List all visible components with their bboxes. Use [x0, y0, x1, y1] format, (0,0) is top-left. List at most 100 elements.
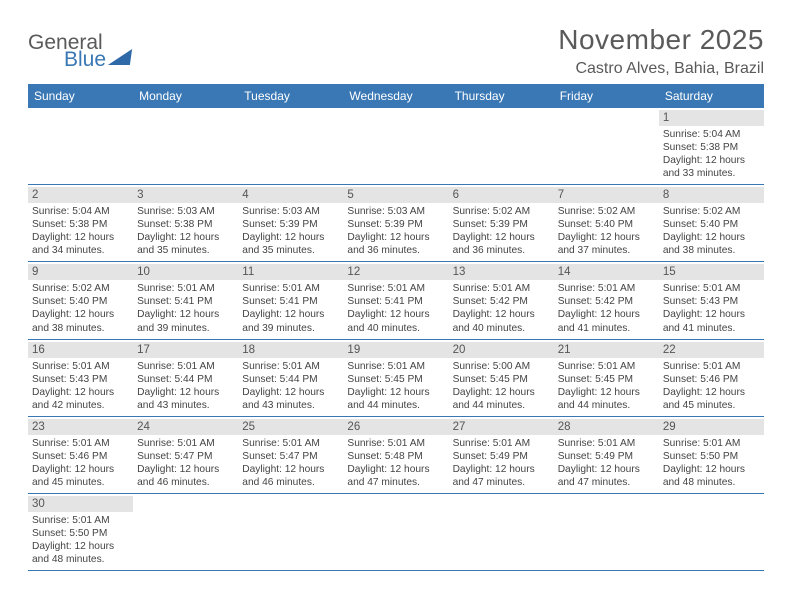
calendar-cell: 30Sunrise: 5:01 AMSunset: 5:50 PMDayligh… — [28, 493, 133, 570]
day-header-wednesday: Wednesday — [343, 84, 448, 108]
day-number: 27 — [449, 419, 554, 435]
week-row: 16 Sunrise: 5:01 AMSunset: 5:43 PMDayligh… — [28, 339, 764, 416]
calendar-cell: 13 Sunrise: 5:01 AMSunset: 5:42 PMDayligh… — [449, 262, 554, 339]
day-number: 21 — [554, 342, 659, 358]
day-number: 15 — [659, 264, 764, 280]
day-number: 29 — [659, 419, 764, 435]
week-row: 9 Sunrise: 5:02 AMSunset: 5:40 PMDaylight… — [28, 262, 764, 339]
calendar-cell: 23Sunrise: 5:01 AMSunset: 5:46 PMDayligh… — [28, 416, 133, 493]
calendar-cell: 5Sunrise: 5:03 AMSunset: 5:39 PMDaylight… — [343, 185, 448, 262]
day-info: Sunrise: 5:04 AMSunset: 5:38 PMDaylight:… — [32, 205, 129, 257]
day-number: 24 — [133, 419, 238, 435]
day-info: Sunrise: 5:01 AMSunset: 5:42 PMDaylight:… — [558, 282, 655, 334]
calendar-table: SundayMondayTuesdayWednesdayThursdayFrid… — [28, 84, 764, 571]
day-number: 23 — [28, 419, 133, 435]
calendar-cell: 29 Sunrise: 5:01 AMSunset: 5:50 PMDayligh… — [659, 416, 764, 493]
calendar-cell — [133, 493, 238, 570]
day-number: 22 — [659, 342, 764, 358]
day-number: 13 — [449, 264, 554, 280]
calendar-cell: 25Sunrise: 5:01 AMSunset: 5:47 PMDayligh… — [238, 416, 343, 493]
calendar-cell: 19 Sunrise: 5:01 AMSunset: 5:45 PMDayligh… — [343, 339, 448, 416]
day-number: 18 — [238, 342, 343, 358]
title-block: November 2025 Castro Alves, Bahia, Brazi… — [558, 24, 764, 78]
calendar-cell: 11 Sunrise: 5:01 AMSunset: 5:41 PMDayligh… — [238, 262, 343, 339]
calendar-cell: 17 Sunrise: 5:01 AMSunset: 5:44 PMDayligh… — [133, 339, 238, 416]
calendar-cell — [133, 108, 238, 185]
day-info: Sunrise: 5:01 AMSunset: 5:47 PMDaylight:… — [137, 437, 234, 489]
calendar-cell: 24 Sunrise: 5:01 AMSunset: 5:47 PMDayligh… — [133, 416, 238, 493]
logo: General Blue — [28, 32, 131, 70]
day-info: Sunrise: 5:02 AMSunset: 5:39 PMDaylight:… — [453, 205, 550, 257]
calendar-cell: 26 Sunrise: 5:01 AMSunset: 5:48 PMDayligh… — [343, 416, 448, 493]
calendar-cell: 28 Sunrise: 5:01 AMSunset: 5:49 PMDayligh… — [554, 416, 659, 493]
calendar-cell: 15 Sunrise: 5:01 AMSunset: 5:43 PMDayligh… — [659, 262, 764, 339]
day-info: Sunrise: 5:02 AMSunset: 5:40 PMDaylight:… — [663, 205, 760, 257]
day-header-saturday: Saturday — [659, 84, 764, 108]
day-number: 6 — [449, 187, 554, 203]
day-info: Sunrise: 5:02 AMSunset: 5:40 PMDaylight:… — [558, 205, 655, 257]
day-number: 10 — [133, 264, 238, 280]
day-number: 12 — [343, 264, 448, 280]
day-number: 11 — [238, 264, 343, 280]
day-info: Sunrise: 5:00 AMSunset: 5:45 PMDaylight:… — [453, 360, 550, 412]
calendar-cell — [238, 493, 343, 570]
day-number: 25 — [238, 419, 343, 435]
calendar-page: General Blue November 2025 Castro Alves,… — [0, 0, 792, 571]
day-number: 1 — [659, 110, 764, 126]
day-info: Sunrise: 5:01 AMSunset: 5:46 PMDaylight:… — [663, 360, 760, 412]
day-number: 26 — [343, 419, 448, 435]
day-number: 5 — [343, 187, 448, 203]
day-header-monday: Monday — [133, 84, 238, 108]
calendar-cell — [554, 108, 659, 185]
location-text: Castro Alves, Bahia, Brazil — [558, 60, 764, 78]
day-info: Sunrise: 5:01 AMSunset: 5:43 PMDaylight:… — [32, 360, 129, 412]
calendar-cell: 20 Sunrise: 5:00 AMSunset: 5:45 PMDayligh… — [449, 339, 554, 416]
calendar-cell — [659, 493, 764, 570]
logo-sail-icon — [108, 49, 132, 65]
week-row: 23Sunrise: 5:01 AMSunset: 5:46 PMDayligh… — [28, 416, 764, 493]
day-header-tuesday: Tuesday — [238, 84, 343, 108]
day-info: Sunrise: 5:03 AMSunset: 5:38 PMDaylight:… — [137, 205, 234, 257]
day-number: 20 — [449, 342, 554, 358]
day-info: Sunrise: 5:01 AMSunset: 5:50 PMDaylight:… — [663, 437, 760, 489]
day-number: 2 — [28, 187, 133, 203]
day-number: 4 — [238, 187, 343, 203]
calendar-cell — [343, 108, 448, 185]
day-info: Sunrise: 5:02 AMSunset: 5:40 PMDaylight:… — [32, 282, 129, 334]
day-header-thursday: Thursday — [449, 84, 554, 108]
calendar-cell: 2 Sunrise: 5:04 AMSunset: 5:38 PMDaylight… — [28, 185, 133, 262]
calendar-cell — [343, 493, 448, 570]
day-info: Sunrise: 5:01 AMSunset: 5:41 PMDaylight:… — [242, 282, 339, 334]
page-title: November 2025 — [558, 24, 764, 56]
day-info: Sunrise: 5:01 AMSunset: 5:42 PMDaylight:… — [453, 282, 550, 334]
day-info: Sunrise: 5:01 AMSunset: 5:48 PMDaylight:… — [347, 437, 444, 489]
calendar-cell: 12 Sunrise: 5:01 AMSunset: 5:41 PMDayligh… — [343, 262, 448, 339]
calendar-cell: 16 Sunrise: 5:01 AMSunset: 5:43 PMDayligh… — [28, 339, 133, 416]
day-info: Sunrise: 5:01 AMSunset: 5:41 PMDaylight:… — [137, 282, 234, 334]
calendar-cell: 4 Sunrise: 5:03 AMSunset: 5:39 PMDaylight… — [238, 185, 343, 262]
day-number: 17 — [133, 342, 238, 358]
day-info: Sunrise: 5:01 AMSunset: 5:49 PMDaylight:… — [558, 437, 655, 489]
calendar-cell: 27Sunrise: 5:01 AMSunset: 5:49 PMDayligh… — [449, 416, 554, 493]
week-row: 1Sunrise: 5:04 AMSunset: 5:38 PMDaylight… — [28, 108, 764, 185]
calendar-cell: 7 Sunrise: 5:02 AMSunset: 5:40 PMDaylight… — [554, 185, 659, 262]
day-number: 16 — [28, 342, 133, 358]
day-number: 19 — [343, 342, 448, 358]
day-info: Sunrise: 5:01 AMSunset: 5:45 PMDaylight:… — [347, 360, 444, 412]
calendar-cell: 18Sunrise: 5:01 AMSunset: 5:44 PMDayligh… — [238, 339, 343, 416]
day-header-row: SundayMondayTuesdayWednesdayThursdayFrid… — [28, 84, 764, 108]
day-info: Sunrise: 5:01 AMSunset: 5:41 PMDaylight:… — [347, 282, 444, 334]
day-info: Sunrise: 5:01 AMSunset: 5:43 PMDaylight:… — [663, 282, 760, 334]
day-number: 28 — [554, 419, 659, 435]
day-number: 7 — [554, 187, 659, 203]
day-header-sunday: Sunday — [28, 84, 133, 108]
day-number: 9 — [28, 264, 133, 280]
calendar-cell — [554, 493, 659, 570]
day-number: 14 — [554, 264, 659, 280]
day-header-friday: Friday — [554, 84, 659, 108]
calendar-cell: 8Sunrise: 5:02 AMSunset: 5:40 PMDaylight… — [659, 185, 764, 262]
day-number: 3 — [133, 187, 238, 203]
day-info: Sunrise: 5:03 AMSunset: 5:39 PMDaylight:… — [242, 205, 339, 257]
day-info: Sunrise: 5:01 AMSunset: 5:44 PMDaylight:… — [137, 360, 234, 412]
day-number: 30 — [28, 496, 133, 512]
